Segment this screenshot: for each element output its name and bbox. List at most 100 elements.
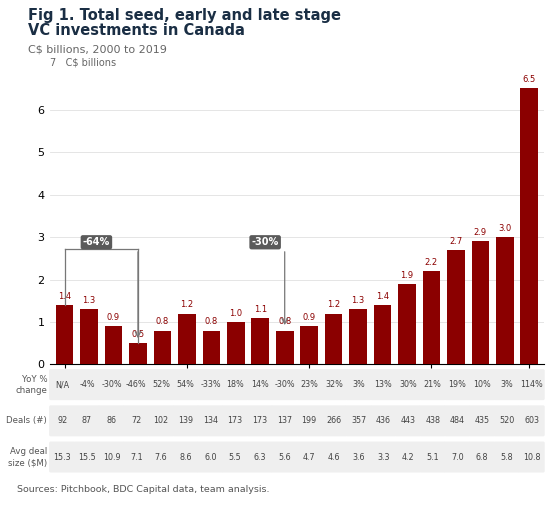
Text: 7.1: 7.1 xyxy=(130,452,143,462)
Text: 1.2: 1.2 xyxy=(180,300,194,309)
Text: 0.9: 0.9 xyxy=(302,313,316,322)
Text: 10.9: 10.9 xyxy=(103,452,120,462)
FancyBboxPatch shape xyxy=(493,442,520,473)
Text: 4.2: 4.2 xyxy=(402,452,415,462)
FancyBboxPatch shape xyxy=(493,405,520,436)
FancyBboxPatch shape xyxy=(444,442,471,473)
FancyBboxPatch shape xyxy=(271,405,297,436)
Text: 87: 87 xyxy=(82,416,92,425)
Text: 5.1: 5.1 xyxy=(426,452,439,462)
FancyBboxPatch shape xyxy=(370,405,396,436)
Text: 137: 137 xyxy=(277,416,292,425)
Text: 8.6: 8.6 xyxy=(179,452,192,462)
FancyBboxPatch shape xyxy=(395,369,421,400)
FancyBboxPatch shape xyxy=(222,405,248,436)
FancyBboxPatch shape xyxy=(123,369,150,400)
Text: 1.4: 1.4 xyxy=(376,292,389,301)
Text: 357: 357 xyxy=(351,416,366,425)
FancyBboxPatch shape xyxy=(198,405,224,436)
FancyBboxPatch shape xyxy=(74,369,100,400)
Bar xyxy=(447,250,465,364)
Text: 23%: 23% xyxy=(300,380,318,389)
Text: 6.0: 6.0 xyxy=(204,452,217,462)
FancyBboxPatch shape xyxy=(444,369,471,400)
Text: 3.6: 3.6 xyxy=(352,452,365,462)
Text: 15.5: 15.5 xyxy=(78,452,96,462)
FancyBboxPatch shape xyxy=(321,405,347,436)
Text: 6.5: 6.5 xyxy=(523,75,536,84)
FancyBboxPatch shape xyxy=(222,369,248,400)
FancyBboxPatch shape xyxy=(395,405,421,436)
Text: 2.9: 2.9 xyxy=(474,228,487,237)
FancyBboxPatch shape xyxy=(469,405,495,436)
Text: 3.3: 3.3 xyxy=(377,452,390,462)
Bar xyxy=(325,313,342,364)
Bar xyxy=(154,330,171,364)
FancyBboxPatch shape xyxy=(271,369,297,400)
Text: 19%: 19% xyxy=(448,380,466,389)
Text: -30%: -30% xyxy=(274,380,295,389)
Text: 1.3: 1.3 xyxy=(351,296,365,305)
FancyBboxPatch shape xyxy=(74,442,100,473)
Text: 173: 173 xyxy=(253,416,268,425)
FancyBboxPatch shape xyxy=(345,442,372,473)
Text: 21%: 21% xyxy=(424,380,442,389)
Text: Avg deal
size ($M): Avg deal size ($M) xyxy=(8,447,47,467)
Text: C$ billions, 2000 to 2019: C$ billions, 2000 to 2019 xyxy=(28,45,166,55)
Text: 1.0: 1.0 xyxy=(229,309,243,318)
Text: 438: 438 xyxy=(425,416,440,425)
FancyBboxPatch shape xyxy=(99,405,125,436)
FancyBboxPatch shape xyxy=(469,369,495,400)
Text: 3%: 3% xyxy=(352,380,365,389)
Text: -64%: -64% xyxy=(83,237,110,247)
FancyBboxPatch shape xyxy=(518,405,544,436)
FancyBboxPatch shape xyxy=(49,442,75,473)
FancyBboxPatch shape xyxy=(296,405,322,436)
Text: VC investments in Canada: VC investments in Canada xyxy=(28,23,245,38)
Text: 5.5: 5.5 xyxy=(229,452,241,462)
FancyBboxPatch shape xyxy=(518,442,544,473)
FancyBboxPatch shape xyxy=(246,369,273,400)
Text: 7   C$ billions: 7 C$ billions xyxy=(51,57,117,67)
FancyBboxPatch shape xyxy=(518,369,544,400)
Text: 10%: 10% xyxy=(473,380,491,389)
Text: 10.8: 10.8 xyxy=(523,452,541,462)
Text: 2.7: 2.7 xyxy=(449,237,462,246)
Text: -30%: -30% xyxy=(102,380,122,389)
Bar xyxy=(80,309,98,364)
Text: 6.3: 6.3 xyxy=(254,452,266,462)
Bar xyxy=(129,343,147,364)
FancyBboxPatch shape xyxy=(444,405,471,436)
Text: 4.7: 4.7 xyxy=(303,452,316,462)
Text: 1.3: 1.3 xyxy=(83,296,95,305)
Text: 6.8: 6.8 xyxy=(476,452,488,462)
FancyBboxPatch shape xyxy=(123,405,150,436)
Text: 1.2: 1.2 xyxy=(327,300,340,309)
Bar xyxy=(178,313,196,364)
Bar xyxy=(227,322,245,364)
Bar xyxy=(521,88,538,364)
Text: 3.0: 3.0 xyxy=(498,224,511,233)
Bar xyxy=(203,330,220,364)
Text: 443: 443 xyxy=(401,416,416,425)
FancyBboxPatch shape xyxy=(246,405,273,436)
Bar xyxy=(105,326,122,364)
Text: 0.9: 0.9 xyxy=(107,313,120,322)
Bar xyxy=(251,318,269,364)
Text: 86: 86 xyxy=(107,416,117,425)
Text: 15.3: 15.3 xyxy=(53,452,71,462)
Text: 2.2: 2.2 xyxy=(425,258,438,267)
Bar xyxy=(422,271,440,364)
Bar xyxy=(56,305,73,364)
Text: YoY %
change: YoY % change xyxy=(16,375,47,394)
FancyBboxPatch shape xyxy=(370,369,396,400)
Text: 13%: 13% xyxy=(375,380,392,389)
Text: -33%: -33% xyxy=(200,380,221,389)
FancyBboxPatch shape xyxy=(49,405,75,436)
Text: 173: 173 xyxy=(228,416,243,425)
Text: 30%: 30% xyxy=(399,380,417,389)
FancyBboxPatch shape xyxy=(296,369,322,400)
FancyBboxPatch shape xyxy=(345,405,372,436)
FancyBboxPatch shape xyxy=(123,442,150,473)
Text: 92: 92 xyxy=(57,416,67,425)
